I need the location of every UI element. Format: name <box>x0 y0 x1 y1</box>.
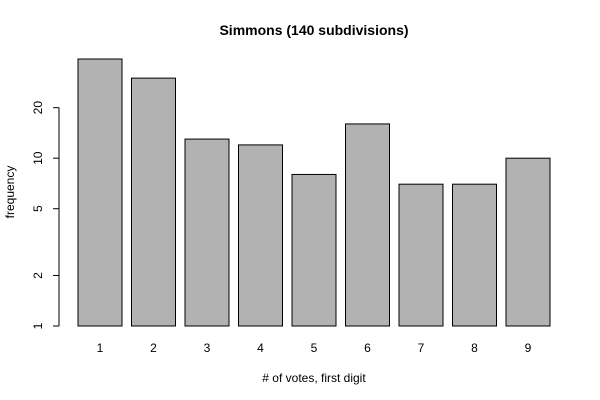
y-tick-label: 20 <box>31 101 45 115</box>
x-tick-labels: 1 2 3 4 5 6 7 8 9 <box>97 341 532 355</box>
x-tick-label: 9 <box>525 341 532 355</box>
chart-title: Simmons (140 subdivisions) <box>219 22 408 38</box>
bar-1 <box>77 58 123 327</box>
bars-group <box>77 58 551 327</box>
y-tick-label: 1 <box>31 322 45 329</box>
x-tick-label: 7 <box>418 341 425 355</box>
y-tick-label: 10 <box>31 151 45 165</box>
y-tick-label: 5 <box>31 205 45 212</box>
bar-5 <box>291 173 337 327</box>
y-axis-label: frequency <box>3 166 17 219</box>
x-tick-label: 4 <box>257 341 264 355</box>
x-tick-label: 5 <box>311 341 318 355</box>
bar-6 <box>345 123 390 327</box>
bar-9 <box>505 157 551 327</box>
bar-4 <box>238 144 283 327</box>
x-tick-label: 3 <box>204 341 211 355</box>
bar-3 <box>184 138 230 327</box>
y-tick-label: 2 <box>31 272 45 279</box>
bar-2 <box>131 77 176 327</box>
x-tick-label: 1 <box>97 341 104 355</box>
y-axis: 1 2 5 10 20 <box>31 101 60 329</box>
x-tick-label: 2 <box>150 341 157 355</box>
x-tick-label: 8 <box>471 341 478 355</box>
bar-7 <box>398 183 444 327</box>
bar-8 <box>452 183 497 327</box>
x-tick-label: 6 <box>364 341 371 355</box>
x-axis-label: # of votes, first digit <box>262 371 366 385</box>
